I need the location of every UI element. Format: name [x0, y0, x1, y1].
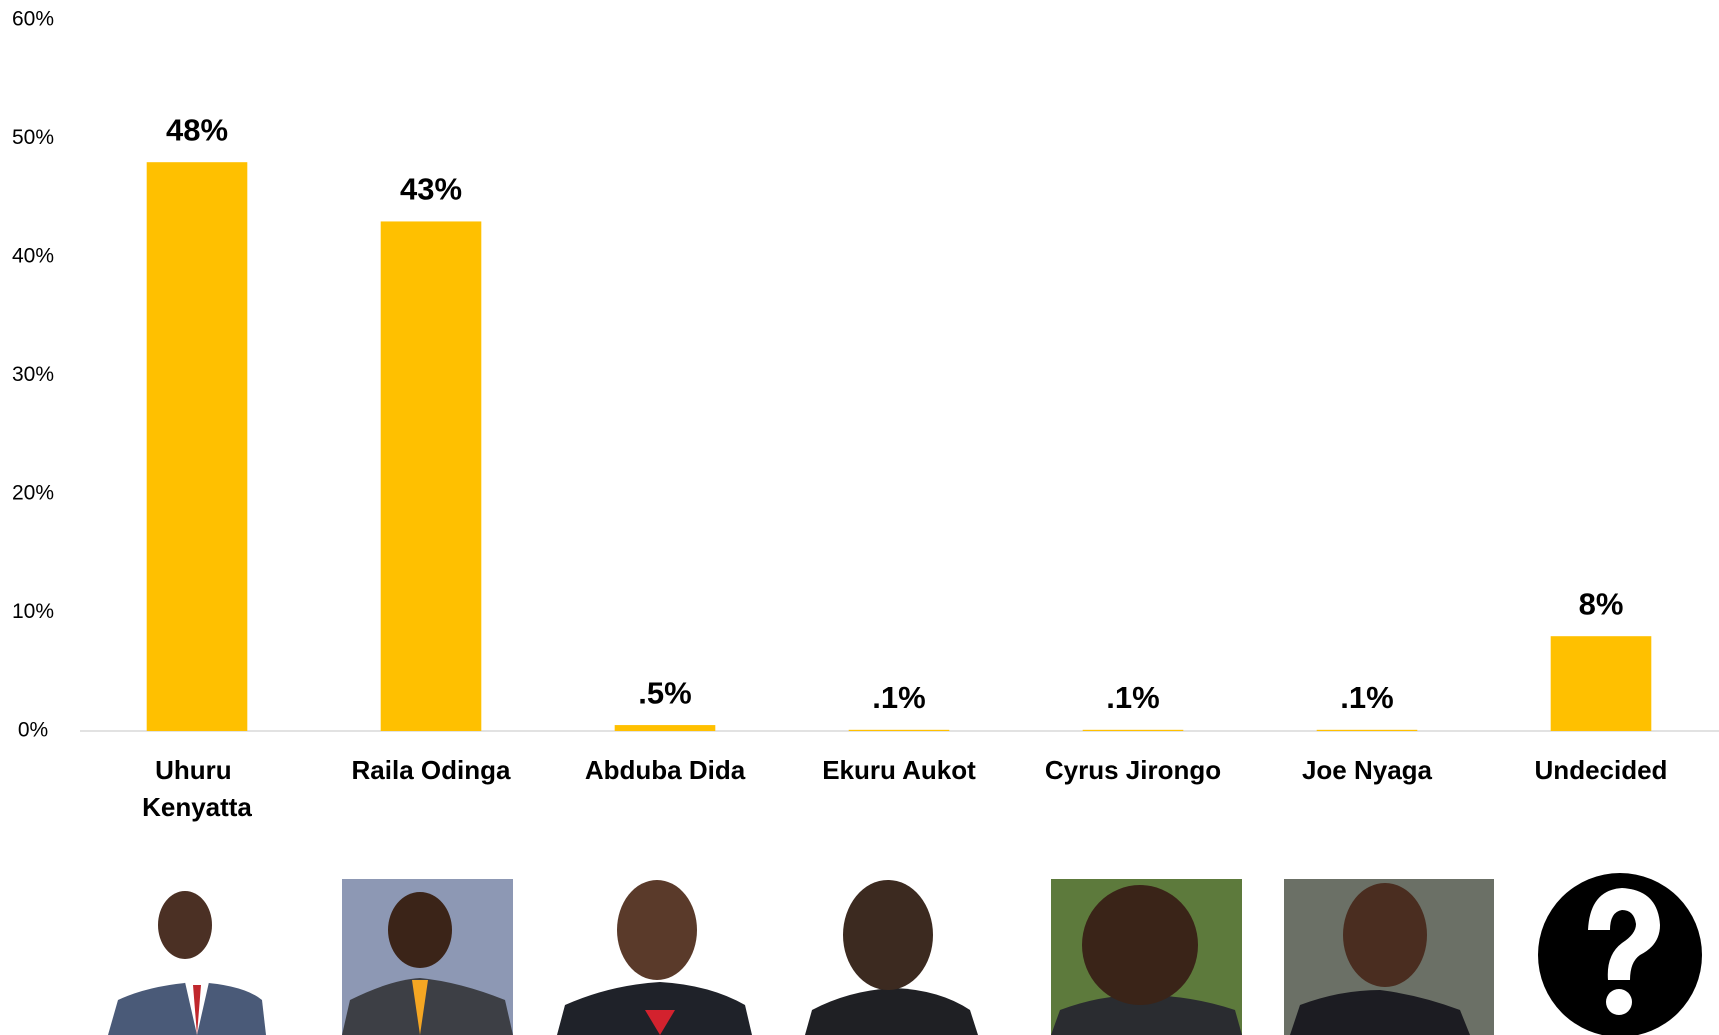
chart: 0% 10% 20% 30% 40% 50% 60% 48% Uhuru Kenyatta 43%…: [0, 0, 1719, 1035]
x-tick-label: Undecided: [1535, 755, 1668, 785]
bar: [1083, 730, 1184, 731]
photos: [108, 873, 1702, 1035]
y-tick-label: 20%: [12, 482, 54, 505]
x-tick-label: Joe Nyaga: [1302, 755, 1433, 785]
value-label: 43%: [400, 172, 462, 207]
photo-raila: [342, 879, 513, 1035]
value-label: 48%: [166, 112, 228, 147]
photo-jirongo: [1051, 879, 1242, 1035]
bar: [1551, 636, 1652, 731]
x-tick-label: Ekuru Aukot: [822, 755, 976, 785]
page: {"chart_data": {"type": "bar", "categori…: [0, 0, 1719, 1035]
value-label: .5%: [638, 675, 691, 710]
bar: [849, 730, 950, 731]
y-tick-label: 60%: [12, 8, 54, 31]
x-tick-label: Uhuru Kenyatta: [142, 755, 252, 822]
x-tick-label: Raila Odinga: [352, 755, 511, 785]
y-tick-label: 30%: [12, 363, 54, 386]
photo-dida: [557, 880, 752, 1035]
photo-nyaga: [1284, 879, 1494, 1035]
bar: [615, 725, 716, 731]
y-tick-label: 40%: [12, 245, 54, 268]
question-icon: [1538, 873, 1702, 1035]
value-label: 8%: [1579, 586, 1624, 621]
bar: [381, 221, 482, 731]
bar: [1317, 730, 1418, 731]
y-tick-label: 10%: [12, 600, 54, 623]
value-label: .1%: [872, 680, 925, 715]
x-tick-label: Cyrus Jirongo: [1045, 755, 1221, 785]
y-tick-label: 0%: [18, 719, 48, 742]
value-label: .1%: [1340, 680, 1393, 715]
photo-uhuru: [108, 891, 266, 1035]
photo-aukot: [805, 880, 978, 1035]
bar: [147, 162, 248, 731]
value-label: .1%: [1106, 680, 1159, 715]
y-tick-label: 50%: [12, 126, 54, 149]
x-tick-label: Abduba Dida: [585, 755, 746, 785]
